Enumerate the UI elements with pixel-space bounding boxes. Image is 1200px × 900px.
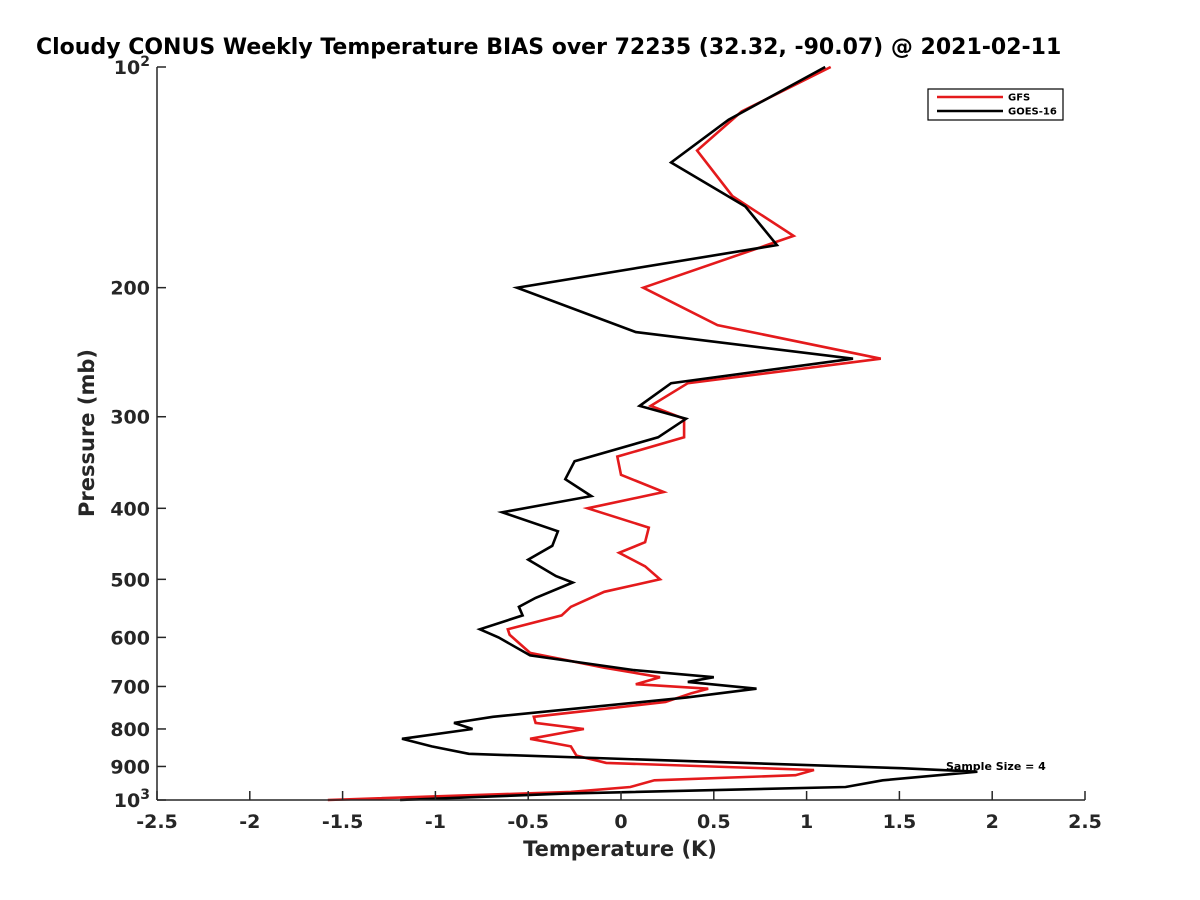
x-tick-label: -1 (425, 811, 446, 833)
x-tick-label: -1.5 (322, 811, 364, 833)
series-layer (327, 65, 978, 802)
y-tick-label: 500 (110, 569, 150, 591)
legend-label-gfs: GFS (1008, 93, 1030, 104)
x-tick-label: 0 (614, 811, 627, 833)
x-tick-label: -2.5 (136, 811, 178, 833)
ticks-layer: -2.5 -2 -1.5 -1 -0.5 0 0.5 1 1.5 2 2.5 102 200 300 400… (110, 54, 1102, 833)
y-tick-label: 900 (110, 756, 150, 778)
legend: GFS GOES-16 (927, 88, 1064, 121)
y-tick-label: 600 (110, 627, 150, 649)
sample-size-annotation: Sample Size = 4 (946, 760, 1046, 773)
y-tick-label: 102 (114, 54, 150, 79)
x-axis-label: Temperature (K) (523, 837, 717, 861)
y-tick-label: 800 (110, 719, 150, 741)
y-tick-label: 400 (110, 498, 150, 520)
x-tick-label: -0.5 (507, 811, 549, 833)
y-tick-label: 700 (110, 676, 150, 698)
y-tick-label: 103 (114, 787, 150, 812)
x-tick-label: -2 (239, 811, 260, 833)
x-tick-label: 2.5 (1068, 811, 1102, 833)
x-tick-label: 1 (800, 811, 813, 833)
x-tick-label: 1.5 (883, 811, 917, 833)
axes-layer (156, 67, 1085, 801)
y-tick-label: 200 (110, 278, 150, 300)
chart-title: Cloudy CONUS Weekly Temperature BIAS ove… (36, 35, 1061, 60)
series-line-gfs (327, 65, 882, 802)
y-tick-label: 300 (110, 407, 150, 429)
legend-box (927, 88, 1064, 121)
y-axis-label: Pressure (mb) (75, 349, 99, 517)
x-tick-label: 0.5 (697, 811, 731, 833)
legend-label-goes-16: GOES-16 (1008, 107, 1057, 118)
x-tick-label: 2 (986, 811, 999, 833)
series-line-goes-16 (400, 65, 978, 802)
